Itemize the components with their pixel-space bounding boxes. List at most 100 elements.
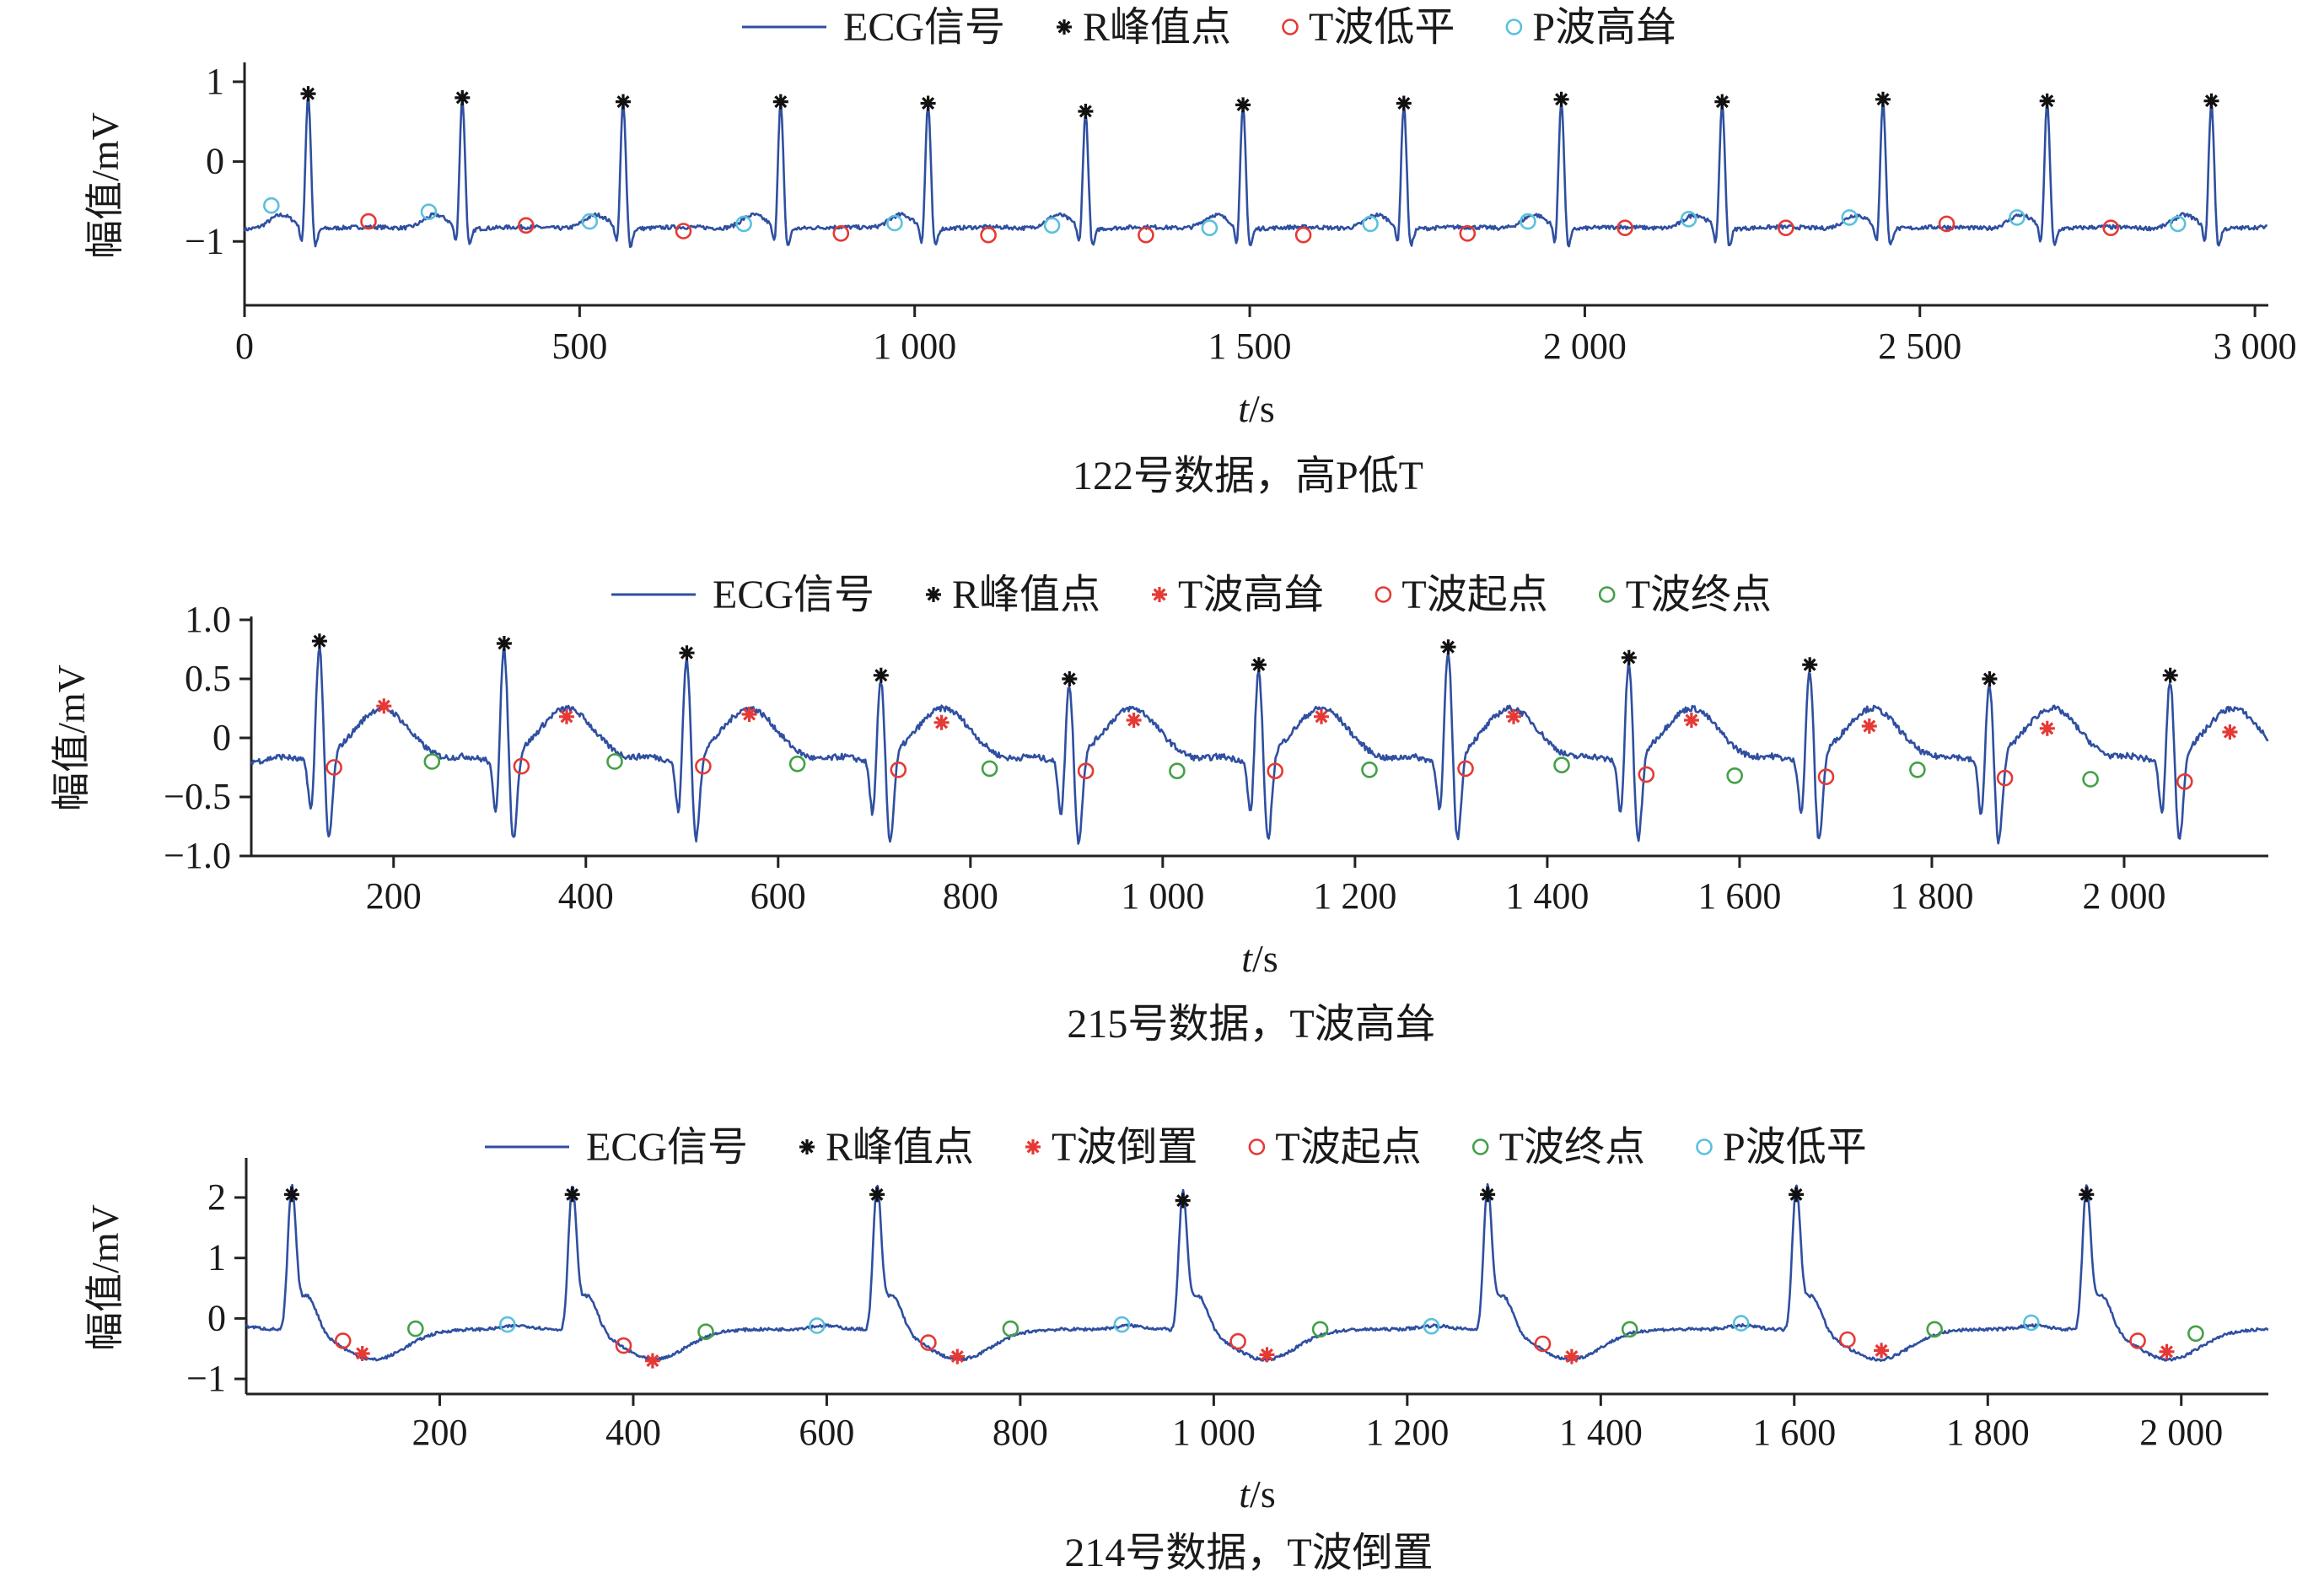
marker-star (1440, 639, 1456, 655)
x-tick-label: 1 600 (1752, 1412, 1836, 1453)
x-tick-label: 1 200 (1365, 1412, 1449, 1453)
legend-label: T波高耸 (1178, 573, 1324, 617)
marker-circle (1002, 1320, 1019, 1337)
marker-star (616, 94, 631, 110)
marker-star (1874, 1343, 1890, 1359)
x-tick-label: 500 (551, 326, 607, 367)
marker-circle (2129, 1332, 2146, 1349)
x-tick-label: 2 500 (1878, 326, 1961, 367)
legend-swatch (1471, 1138, 1489, 1155)
marker-star (1861, 719, 1877, 734)
y-axis-label: 幅值/mV (83, 1204, 126, 1351)
marker-star (376, 698, 392, 714)
legend-swatch (1598, 586, 1616, 603)
y-tick-label: −1 (186, 1358, 226, 1399)
legend: ECG信号 R峰值点 T波倒置 T波起点 T波终点 P波低平 (485, 1125, 1867, 1170)
marker-circle (1817, 768, 1835, 786)
x-tick-label: 1 200 (1313, 875, 1396, 917)
marker-star (1875, 91, 1891, 107)
x-tick-label: 2 000 (1543, 326, 1627, 367)
legend-swatch (926, 587, 941, 602)
legend-label: R峰值点 (952, 573, 1100, 617)
marker-circle (1267, 762, 1283, 780)
marker-circle (1726, 767, 1743, 784)
marker-circle (1043, 217, 1061, 234)
marker-star (1126, 713, 1142, 728)
marker-circle (1732, 1315, 1750, 1332)
y-tick-label: 1 (206, 61, 224, 102)
legend-swatch (1696, 1138, 1713, 1155)
x-tick-label: 400 (558, 875, 614, 917)
legend-label: ECG信号 (713, 573, 874, 617)
marker-circle (1201, 219, 1218, 237)
marker-star (741, 707, 757, 722)
marker-circle (606, 753, 623, 770)
marker-star (311, 633, 327, 649)
marker-circle (1617, 219, 1633, 237)
marker-star (2039, 720, 2055, 736)
ecg-signal-line (245, 1183, 2269, 1363)
marker-circle (1926, 1321, 1943, 1338)
x-axis-label: t/s (1239, 1472, 1275, 1515)
marker-circle (1638, 766, 1655, 783)
marker-circle (920, 1334, 937, 1351)
marker-circle (423, 753, 441, 770)
marker-circle (2176, 772, 2193, 790)
marker-star (1259, 1347, 1275, 1363)
legend-swatch (1025, 1139, 1041, 1154)
legend-label: T波终点 (1626, 573, 1772, 617)
marker-circle (1938, 215, 1955, 233)
ecg-signal-line (250, 645, 2269, 845)
marker-circle (2023, 1314, 2040, 1332)
marker-star (1802, 657, 1818, 673)
x-tick-label: 1 500 (1208, 326, 1292, 367)
y-tick-label: 0 (206, 141, 224, 182)
panel-122: 0 500 1 000 1 500 2 000 2 500 3 000 1 0 −1 幅值/mV t/… (83, 5, 2297, 498)
marker-star (564, 1187, 580, 1203)
marker-circle (325, 759, 342, 776)
marker-star (455, 89, 471, 105)
x-tick-label: 400 (605, 1412, 661, 1453)
marker-star (354, 1346, 370, 1361)
marker-star (1789, 1187, 1805, 1203)
y-tick-label: 0 (207, 1297, 226, 1338)
legend-label: ECG信号 (843, 5, 1005, 50)
marker-circle (406, 1320, 424, 1337)
marker-star (1621, 649, 1637, 665)
marker-circle (1839, 1331, 1856, 1348)
legend-label: T波倒置 (1052, 1125, 1197, 1170)
x-tick-label: 1 800 (1946, 1412, 2030, 1453)
marker-circle (2169, 215, 2187, 233)
x-tick-label: 1 000 (1172, 1412, 1256, 1453)
marker-star (1062, 671, 1078, 686)
marker-circle (735, 215, 752, 233)
panel-caption: 214号数据，T波倒置 (1064, 1531, 1433, 1575)
marker-star (1175, 1192, 1191, 1208)
x-tick-label: 1 000 (1121, 875, 1204, 917)
x-tick-label: 200 (412, 1412, 467, 1453)
marker-circle (832, 224, 850, 242)
legend-label: T波低平 (1309, 5, 1455, 50)
marker-circle (2009, 209, 2025, 226)
marker-star (2159, 1343, 2175, 1359)
marker-circle (1077, 762, 1095, 780)
legend-swatch (1282, 19, 1299, 35)
marker-circle (981, 760, 998, 778)
panel-214: 200 400 600 800 1 000 1 200 1 400 1 600 1 800 2 0… (83, 1125, 2269, 1575)
y-tick-label: −1 (185, 220, 224, 261)
marker-star (1553, 91, 1569, 107)
marker-star (644, 1353, 660, 1369)
marker-circle (890, 761, 907, 778)
marker-circle (1294, 226, 1312, 244)
marker-circle (1841, 209, 1859, 226)
marker-circle (581, 213, 599, 230)
marker-circle (788, 755, 806, 772)
panel-caption: 215号数据，T波高耸 (1067, 1002, 1435, 1047)
marker-circle (1229, 1332, 1246, 1350)
x-tick-label: 1 400 (1505, 875, 1589, 917)
legend-swatch (1152, 587, 1167, 602)
legend: ECG信号 R峰值点 T波低平 P波高耸 (742, 5, 1676, 50)
marker-circle (513, 757, 530, 775)
y-tick-label: 0 (212, 717, 231, 758)
